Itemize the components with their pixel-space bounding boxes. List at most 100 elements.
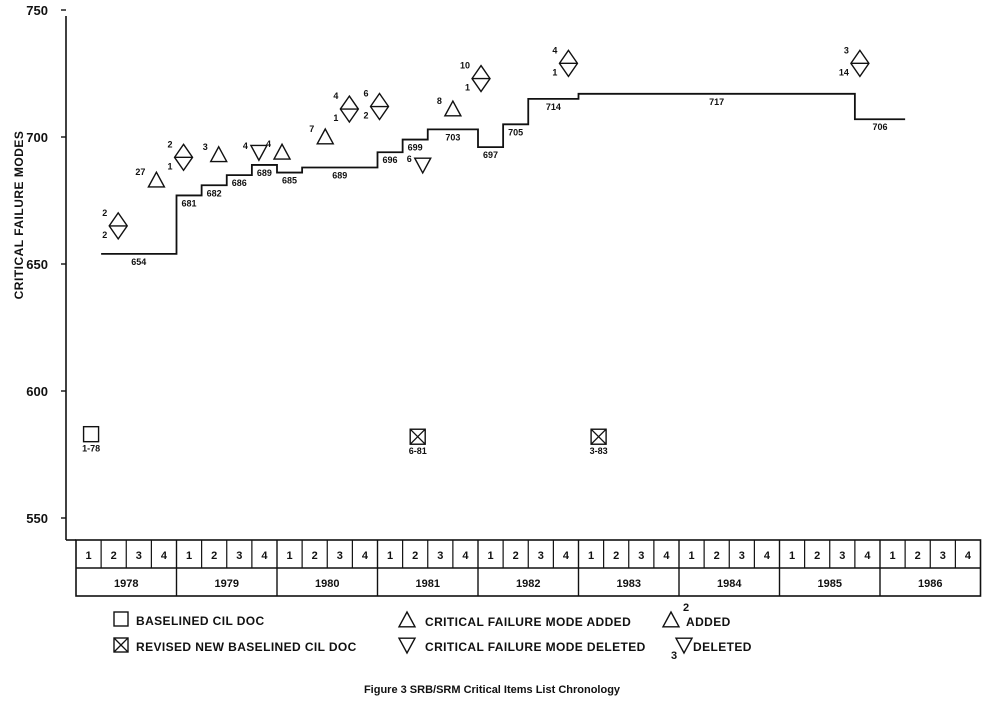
step-value-label: 654 (131, 257, 146, 267)
y-tick-label: 650 (26, 257, 48, 272)
combined-marker-diamond (369, 92, 390, 121)
legend-added-example-label: ADDED (686, 615, 731, 629)
added-marker-triangle (272, 142, 292, 160)
quarter-label: 4 (864, 550, 871, 562)
step-value-label: 699 (408, 143, 423, 153)
y-tick-label: 550 (26, 511, 48, 526)
baseline-date-label: 1-78 (82, 444, 100, 454)
quarter-label: 3 (940, 550, 946, 562)
legend-baselined-icon (113, 611, 129, 627)
step-value-label: 706 (872, 122, 887, 132)
quarter-label: 3 (638, 550, 644, 562)
quarter-label: 1 (488, 550, 494, 562)
step-value-label: 703 (445, 132, 460, 142)
added-marker-count: 4 (266, 139, 271, 149)
year-label: 1983 (617, 578, 641, 590)
quarter-label: 4 (261, 550, 268, 562)
legend-deleted-icon (397, 637, 417, 655)
combined-marker-added-count: 6 (363, 89, 368, 99)
combined-marker-added-count: 2 (102, 208, 107, 218)
combined-marker-diamond (173, 143, 194, 172)
quarter-label: 2 (814, 550, 820, 562)
legend-deleted-example-label: DELETED (693, 640, 752, 654)
legend-revised-label: REVISED NEW BASELINED CIL DOC (136, 640, 357, 654)
y-tick-label: 700 (26, 130, 48, 145)
quarter-label: 1 (287, 550, 293, 562)
quarter-label: 3 (437, 550, 443, 562)
combined-marker-deleted-count: 2 (102, 230, 107, 240)
quarter-label: 1 (588, 550, 594, 562)
combined-marker-deleted-count: 2 (363, 111, 368, 121)
axes (65, 16, 982, 597)
combined-marker-diamond (339, 94, 360, 124)
combined-marker-deleted-count: 14 (839, 67, 849, 77)
added-marker-count: 7 (309, 124, 314, 134)
quarter-label: 2 (312, 550, 318, 562)
deleted-marker-triangle (413, 157, 432, 175)
combined-marker-deleted-count: 1 (552, 67, 557, 77)
step-value-label: 697 (483, 150, 498, 160)
quarter-label: 2 (613, 550, 619, 562)
combined-marker-deleted-count: 1 (333, 113, 338, 123)
quarter-label: 4 (462, 550, 469, 562)
deleted-marker-count: 4 (243, 141, 248, 151)
added-marker-count: 8 (437, 96, 442, 106)
legend-added-example-icon (661, 610, 681, 628)
step-value-label: 681 (182, 198, 197, 208)
year-label: 1986 (918, 578, 942, 590)
legend: BASELINED CIL DOC REVISED NEW BASELINED C… (113, 602, 752, 662)
combined-marker-diamond (558, 49, 579, 78)
revised-box-cross (590, 428, 607, 445)
quarter-label: 4 (161, 550, 168, 562)
added-marker-triangle (209, 145, 228, 163)
legend-revised-icon (113, 637, 129, 653)
legend-deleted-example-icon (674, 637, 694, 655)
legend-baselined-label: BASELINED CIL DOC (136, 614, 265, 628)
deleted-marker-count: 6 (407, 154, 412, 164)
legend-deleted-label: CRITICAL FAILURE MODE DELETED (425, 640, 646, 654)
revised-baseline-box (590, 428, 607, 445)
baseline-date-label: 6-81 (409, 446, 427, 456)
added-marker-count: 3 (203, 142, 208, 152)
combined-marker-added-count: 2 (168, 139, 173, 149)
legend-added-label: CRITICAL FAILURE MODE ADDED (425, 615, 631, 629)
added-marker-triangle (443, 99, 463, 117)
legend-deleted-example-count: 3 (671, 650, 677, 662)
combined-marker-added-count: 3 (844, 45, 849, 55)
quarter-label: 2 (412, 550, 418, 562)
step-value-label: 685 (282, 176, 297, 186)
quarter-label: 4 (362, 550, 369, 562)
year-label: 1982 (516, 578, 540, 590)
combined-marker-diamond (850, 49, 870, 78)
quarter-label: 2 (513, 550, 519, 562)
quarter-label: 1 (789, 550, 795, 562)
step-value-label: 689 (332, 170, 347, 180)
year-label: 1978 (114, 578, 138, 590)
quarter-label: 3 (739, 550, 745, 562)
legend-revised-cross (113, 637, 129, 653)
combined-marker-added-count: 4 (552, 45, 557, 55)
added-marker-triangle (316, 127, 335, 145)
combined-marker-added-count: 10 (460, 61, 470, 71)
y-axis-ticks: 550 600 650 700 750 (26, 3, 66, 526)
year-label: 1981 (416, 578, 440, 590)
legend-added-icon (397, 610, 417, 628)
quarter-label: 3 (538, 550, 544, 562)
quarter-label: 1 (86, 550, 92, 562)
step-value-label: 696 (383, 155, 398, 165)
legend-added-example-count: 2 (683, 602, 689, 614)
quarter-label: 1 (890, 550, 896, 562)
quarter-label: 3 (839, 550, 845, 562)
figure-caption: Figure 3 SRB/SRM Critical Items List Chr… (364, 684, 621, 696)
baselined-box (82, 425, 100, 443)
y-axis-label: CRITICAL FAILURE MODES (12, 131, 26, 300)
combined-marker-diamond (108, 211, 129, 241)
y-tick-label: 600 (26, 384, 48, 399)
step-value-label: 682 (207, 188, 222, 198)
step-value-label: 686 (232, 178, 247, 188)
quarter-label: 2 (714, 550, 720, 562)
quarter-label: 3 (136, 550, 142, 562)
quarter-label: 1 (689, 550, 695, 562)
quarter-label: 1 (186, 550, 192, 562)
year-label: 1984 (717, 578, 742, 590)
